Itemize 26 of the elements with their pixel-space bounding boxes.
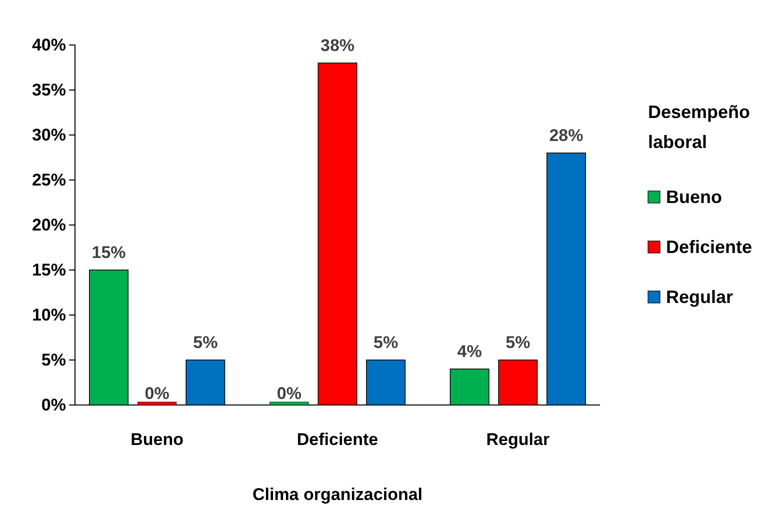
- y-tick-label: 35%: [32, 80, 66, 100]
- data-label: 15%: [92, 243, 126, 262]
- y-tick-label: 30%: [32, 125, 66, 144]
- x-tick-label: Deficiente: [296, 430, 378, 450]
- x-tick-label: Bueno: [130, 430, 184, 450]
- data-label: 0%: [144, 384, 170, 403]
- legend-title: Desempeño laboral: [648, 102, 750, 152]
- y-tick-label: 20%: [32, 215, 66, 234]
- x-tick-label: Regular: [486, 430, 550, 450]
- data-label: 5%: [506, 333, 530, 352]
- y-tick-label: 10%: [32, 305, 66, 324]
- data-label: 0%: [276, 384, 302, 403]
- y-tick-label: 0%: [41, 395, 66, 414]
- legend-label: Bueno: [666, 187, 722, 207]
- y-tick-label: 25%: [32, 170, 66, 190]
- legend-label: Regular: [666, 287, 734, 307]
- data-label: 28%: [549, 126, 584, 145]
- y-tick-label: 5%: [41, 350, 66, 370]
- legend-label: Deficiente: [666, 237, 752, 257]
- data-label: 5%: [374, 333, 398, 352]
- data-label: 4%: [457, 342, 482, 361]
- x-axis-title: Clima organizacional: [252, 485, 423, 504]
- y-tick-label: 40%: [32, 35, 66, 54]
- y-tick-label: 15%: [32, 260, 66, 280]
- data-label: 38%: [320, 36, 355, 55]
- data-label: 5%: [193, 333, 218, 352]
